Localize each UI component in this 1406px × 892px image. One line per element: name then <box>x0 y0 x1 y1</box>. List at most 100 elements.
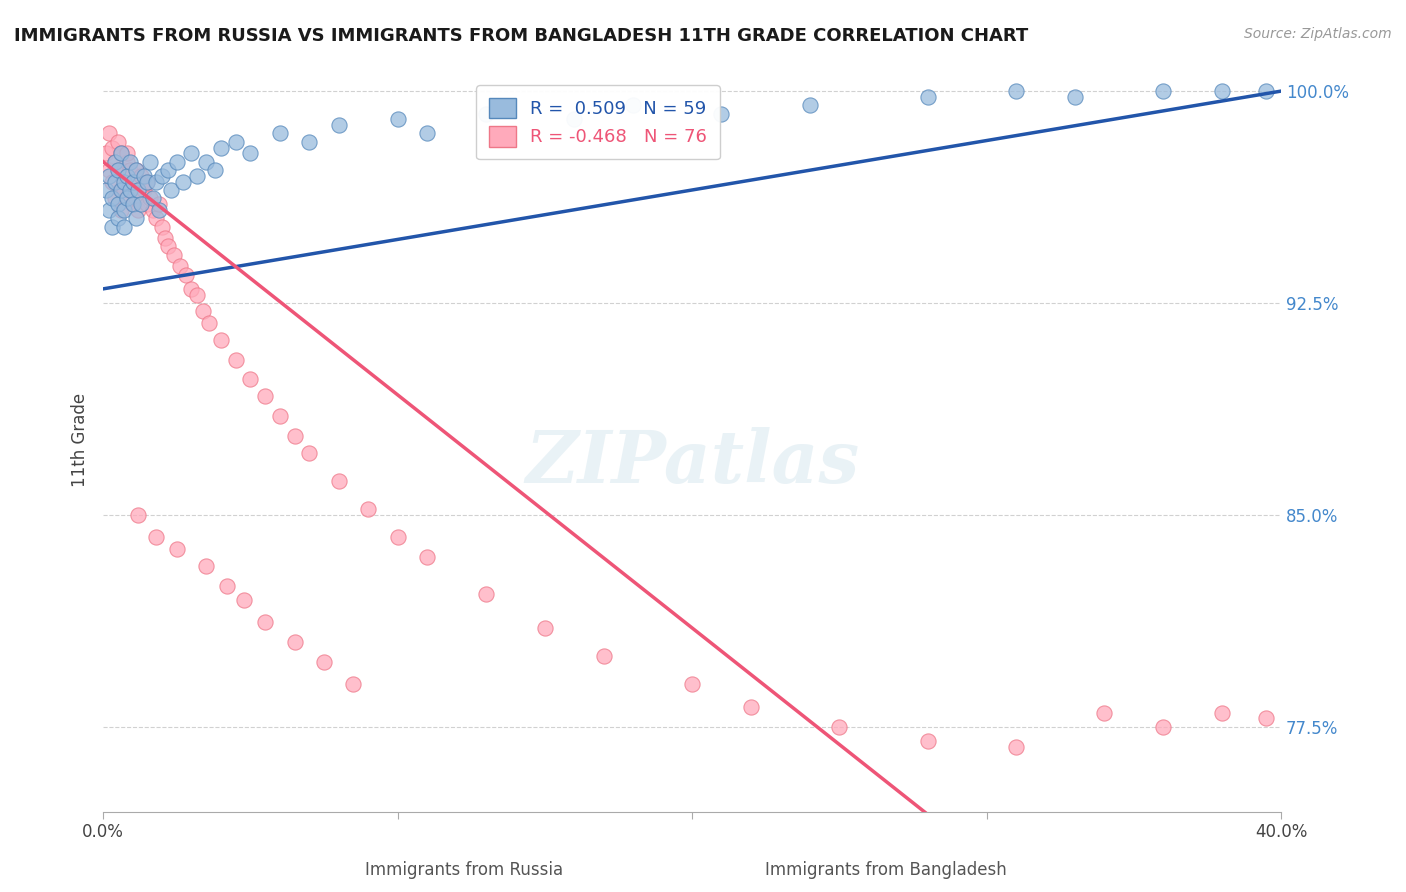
Point <box>1005 739 1028 754</box>
Point <box>204 163 226 178</box>
Point <box>198 316 221 330</box>
Point <box>917 734 939 748</box>
Point <box>917 89 939 103</box>
Point <box>215 578 238 592</box>
Point <box>145 211 167 226</box>
Point <box>1092 706 1115 720</box>
Point <box>101 175 124 189</box>
Text: Source: ZipAtlas.com: Source: ZipAtlas.com <box>1244 27 1392 41</box>
Point <box>254 615 277 630</box>
Point <box>127 183 149 197</box>
Point <box>112 202 135 217</box>
Point <box>136 197 159 211</box>
Point <box>1063 89 1085 103</box>
Point <box>112 183 135 197</box>
Point <box>112 163 135 178</box>
Point <box>254 389 277 403</box>
Point <box>1152 720 1174 734</box>
Point <box>799 98 821 112</box>
Point <box>121 175 143 189</box>
Point <box>115 169 138 183</box>
Point <box>110 183 132 197</box>
Point <box>562 112 585 127</box>
Point <box>104 154 127 169</box>
Point <box>148 197 170 211</box>
Point <box>710 106 733 120</box>
Point <box>169 260 191 274</box>
Point <box>118 183 141 197</box>
Point <box>115 154 138 169</box>
Point <box>134 169 156 183</box>
Point <box>121 175 143 189</box>
Point <box>107 163 129 178</box>
Point <box>166 541 188 556</box>
Point <box>225 135 247 149</box>
Point <box>328 118 350 132</box>
Point <box>1211 706 1233 720</box>
Point <box>163 248 186 262</box>
Point <box>110 183 132 197</box>
Point <box>107 197 129 211</box>
Point <box>283 635 305 649</box>
Point <box>98 169 121 183</box>
Point <box>94 183 117 197</box>
Point <box>139 192 162 206</box>
Point <box>239 146 262 161</box>
Point <box>139 154 162 169</box>
Point <box>533 621 555 635</box>
Point <box>298 135 321 149</box>
Point <box>98 163 121 178</box>
Point <box>136 175 159 189</box>
Point <box>110 146 132 161</box>
Point <box>136 175 159 189</box>
Point <box>134 183 156 197</box>
Point <box>195 558 218 573</box>
Point <box>828 720 851 734</box>
Point <box>118 183 141 197</box>
Point <box>357 502 380 516</box>
Point <box>269 127 291 141</box>
Point <box>101 192 124 206</box>
Point <box>142 192 165 206</box>
Point <box>107 211 129 226</box>
Point <box>110 202 132 217</box>
Point <box>145 531 167 545</box>
Point <box>269 409 291 423</box>
Point <box>150 169 173 183</box>
Point <box>195 154 218 169</box>
Text: Immigrants from Bangladesh: Immigrants from Bangladesh <box>765 861 1007 879</box>
Point <box>112 175 135 189</box>
Point <box>127 183 149 197</box>
Point <box>148 202 170 217</box>
Point <box>233 592 256 607</box>
Point <box>387 112 409 127</box>
Point <box>115 192 138 206</box>
Point <box>107 163 129 178</box>
Point <box>115 192 138 206</box>
Point <box>416 127 439 141</box>
Point <box>104 192 127 206</box>
Point <box>118 154 141 169</box>
Point <box>131 169 153 183</box>
Point <box>115 146 138 161</box>
Point <box>142 202 165 217</box>
Legend: R =  0.509   N = 59, R = -0.468   N = 76: R = 0.509 N = 59, R = -0.468 N = 76 <box>477 85 720 159</box>
Point <box>180 146 202 161</box>
Point <box>124 163 146 178</box>
Point <box>298 446 321 460</box>
Point <box>225 352 247 367</box>
Point <box>186 169 208 183</box>
Point <box>110 146 132 161</box>
Point <box>160 183 183 197</box>
Text: IMMIGRANTS FROM RUSSIA VS IMMIGRANTS FROM BANGLADESH 11TH GRADE CORRELATION CHAR: IMMIGRANTS FROM RUSSIA VS IMMIGRANTS FRO… <box>14 27 1028 45</box>
Point <box>1256 84 1278 98</box>
Point <box>101 219 124 234</box>
Point <box>156 163 179 178</box>
Point <box>209 333 232 347</box>
Point <box>1256 711 1278 725</box>
Point <box>124 163 146 178</box>
Point <box>118 163 141 178</box>
Point <box>239 372 262 386</box>
Point <box>740 700 762 714</box>
Point <box>475 587 498 601</box>
